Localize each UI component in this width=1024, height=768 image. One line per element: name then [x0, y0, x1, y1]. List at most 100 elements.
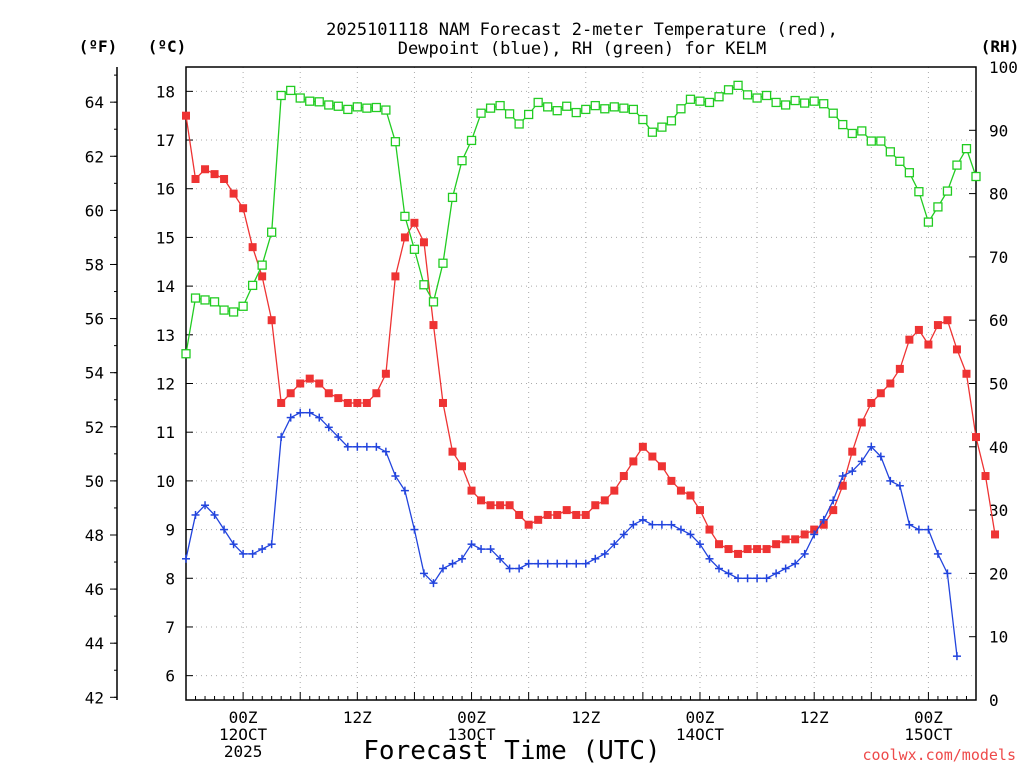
- dewpoint-point: [362, 442, 371, 451]
- dewpoint-point: [791, 559, 800, 568]
- temperature-point: [324, 389, 333, 398]
- dewpoint-point: [534, 559, 543, 568]
- temperature-point: [819, 520, 828, 529]
- rh-point: [333, 101, 343, 111]
- rh-point: [238, 301, 248, 311]
- rh-point: [600, 104, 610, 114]
- fahrenheit-tick-label: 64: [85, 93, 104, 112]
- fahrenheit-tick-label: 56: [85, 310, 104, 329]
- temperature-point: [867, 398, 876, 407]
- temperature-point: [438, 398, 447, 407]
- rh-point: [581, 104, 591, 115]
- x-tick-label: 00Z: [457, 708, 486, 727]
- rh-point: [381, 105, 391, 115]
- rh-point: [257, 260, 267, 270]
- dewpoint-point: [800, 549, 809, 558]
- celsius-tick-label: 12: [156, 375, 175, 394]
- rh-point: [714, 92, 724, 102]
- dewpoint-point: [933, 549, 942, 558]
- temperature-line: [185, 115, 996, 555]
- temperature-point: [496, 501, 505, 510]
- temperature-point: [991, 530, 1000, 539]
- celsius-tick-label: 7: [165, 618, 175, 637]
- dewpoint-point: [591, 554, 600, 563]
- dewpoint-point: [876, 452, 885, 461]
- rh-point: [352, 102, 362, 112]
- rh-tick-label: 40: [989, 438, 1008, 457]
- rh-point: [666, 116, 677, 126]
- rh-point: [209, 297, 220, 307]
- dewpoint-line: [185, 412, 958, 657]
- x-tick-label: 00Z: [914, 708, 943, 727]
- dewpoint-point: [705, 554, 714, 563]
- dewpoint-point: [372, 442, 381, 451]
- temperature-point: [553, 510, 562, 519]
- temperature-point: [753, 545, 762, 554]
- temperature-point: [829, 506, 838, 515]
- rh-point: [438, 258, 448, 268]
- temperature-point: [334, 394, 343, 403]
- chart-title-line2: Dewpoint (blue), RH (green) for KELM: [398, 39, 766, 59]
- celsius-tick-label: 6: [165, 667, 175, 686]
- celsius-unit-label: (ºC): [148, 37, 187, 56]
- dewpoint-point: [895, 481, 904, 490]
- dewpoint-point: [914, 525, 923, 534]
- dewpoint-point: [734, 574, 743, 583]
- dewpoint-point: [848, 467, 857, 476]
- rh-point: [371, 102, 382, 113]
- rh-point: [895, 156, 905, 166]
- rh-point: [961, 144, 972, 154]
- temperature-point: [838, 481, 847, 490]
- dewpoint-point: [324, 423, 333, 432]
- dewpoint-point: [581, 559, 590, 568]
- x-tick-label: 12Z: [343, 708, 372, 727]
- dewpoint-point: [277, 433, 286, 442]
- temperature-point: [686, 491, 695, 500]
- dewpoint-point: [600, 549, 609, 558]
- rh-point: [657, 122, 667, 132]
- rh-point: [638, 114, 648, 125]
- dewpoint-point: [296, 408, 305, 417]
- rh-point: [514, 119, 524, 129]
- dewpoint-point: [629, 520, 638, 529]
- temperature-point: [781, 535, 790, 544]
- temperature-point: [810, 525, 819, 534]
- dewpoint-point: [477, 545, 486, 554]
- temperature-point: [400, 233, 409, 242]
- dewpoint-point: [467, 540, 476, 549]
- temperature-point: [305, 374, 314, 383]
- rh-point: [838, 119, 848, 130]
- rh-point: [857, 126, 867, 136]
- temperature-point: [857, 418, 866, 427]
- rh-point: [267, 227, 277, 237]
- dewpoint-point: [657, 520, 666, 529]
- celsius-tick-label: 14: [156, 277, 175, 296]
- dewpoint-point: [753, 574, 762, 583]
- temperature-point: [362, 398, 371, 407]
- celsius-tick-label: 9: [165, 521, 175, 540]
- temperature-point: [543, 510, 552, 519]
- celsius-tick-label: 15: [156, 228, 175, 247]
- temperature-point: [905, 335, 914, 344]
- dewpoint-point: [772, 569, 781, 578]
- fahrenheit-tick-label: 44: [85, 634, 104, 653]
- dewpoint-point: [248, 549, 257, 558]
- fahrenheit-tick-label: 52: [85, 418, 104, 437]
- celsius-tick-label: 18: [156, 82, 175, 101]
- x-tick-label: 15OCT: [904, 725, 953, 744]
- rh-unit-label: (RH): [981, 37, 1020, 56]
- dewpoint-point: [229, 540, 238, 549]
- temperature-point: [315, 379, 324, 388]
- dewpoint-point: [353, 442, 362, 451]
- dewpoint-point: [781, 564, 790, 573]
- dewpoint-point: [400, 486, 409, 495]
- dewpoint-point: [220, 525, 229, 534]
- dewpoint-point: [458, 554, 467, 563]
- temperature-point: [381, 369, 390, 378]
- celsius-tick-label: 8: [165, 569, 175, 588]
- rh-tick-label: 100: [989, 58, 1018, 77]
- x-axis-label: Forecast Time (UTC): [363, 736, 660, 766]
- dewpoint-point: [381, 447, 390, 456]
- rh-point: [809, 96, 819, 106]
- fahrenheit-tick-label: 46: [85, 580, 104, 599]
